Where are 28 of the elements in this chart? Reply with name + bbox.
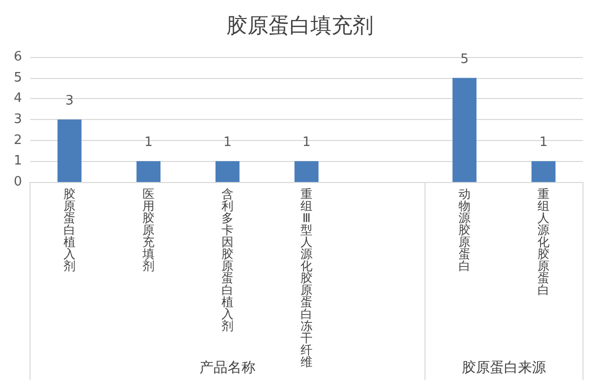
text: 产品名称 — [200, 360, 256, 376]
y-tick-label: 3 — [14, 112, 22, 127]
bar — [58, 120, 82, 182]
data-label: 1 — [223, 135, 232, 150]
bar — [294, 161, 318, 182]
y-tick-label: 2 — [14, 132, 22, 148]
data-label: 5 — [460, 52, 469, 67]
bar — [136, 161, 160, 182]
x-tick-label: 动物源胶原蛋白 — [458, 187, 470, 273]
y-tick-label: 0 — [14, 174, 22, 190]
bar — [216, 161, 240, 182]
text: 胶原蛋白来源 — [462, 360, 546, 376]
category-label: 重组Ⅲ型人源化胶原蛋白冻干纤维 — [300, 187, 312, 369]
data-label: 1 — [539, 135, 548, 150]
chart-title: 胶原蛋白填充剂 — [226, 14, 374, 38]
y-tick-label: 6 — [14, 50, 22, 64]
bar — [532, 161, 556, 182]
y-tick-label: 5 — [14, 70, 22, 86]
x-tick-label: 医用胶原充填剂 — [142, 187, 154, 273]
y-tick-label: 1 — [14, 154, 22, 169]
category-label: 含利多卡因胶原蛋白植入剂 — [222, 187, 234, 333]
y-tick-label: 4 — [14, 91, 22, 106]
data-label: 3 — [65, 94, 74, 108]
data-label: 1 — [144, 135, 153, 150]
data-label: 1 — [302, 135, 311, 150]
x-tick-label: 胶原蛋白植入剂 — [64, 187, 76, 273]
category-label: 重组人源化胶原蛋白 — [538, 187, 550, 297]
bar — [452, 78, 476, 182]
